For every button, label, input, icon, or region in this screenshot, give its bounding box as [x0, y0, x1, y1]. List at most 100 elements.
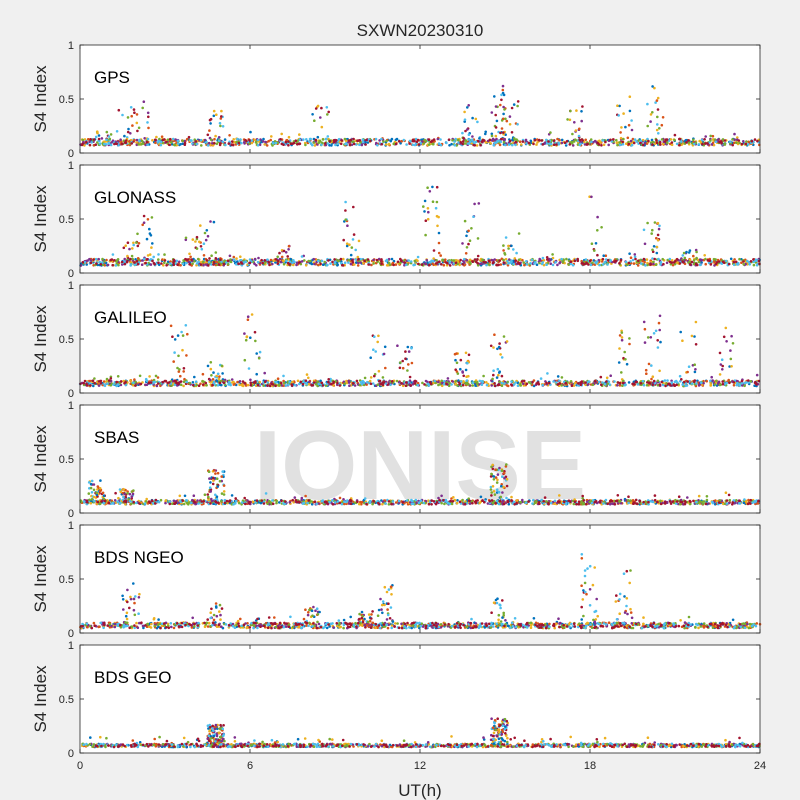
data-point	[568, 118, 572, 122]
data-point	[357, 258, 360, 261]
data-point	[454, 358, 457, 362]
data-point	[313, 262, 316, 266]
data-point	[645, 372, 648, 376]
data-point	[718, 373, 722, 376]
data-point	[397, 140, 401, 143]
data-point	[707, 502, 710, 505]
data-point	[666, 141, 669, 145]
data-point	[260, 258, 263, 262]
data-point	[478, 379, 482, 383]
data-point	[624, 125, 627, 129]
data-point	[347, 261, 350, 264]
data-point	[513, 257, 517, 260]
data-point	[319, 262, 322, 266]
data-point	[687, 139, 690, 142]
data-point	[493, 382, 496, 385]
data-point	[327, 380, 330, 384]
data-point	[624, 358, 627, 361]
data-point	[320, 125, 324, 129]
data-point	[709, 383, 713, 386]
data-point	[88, 257, 91, 261]
data-point	[313, 119, 316, 122]
data-point	[232, 255, 236, 259]
data-point	[115, 130, 119, 133]
data-point	[356, 139, 359, 142]
data-point	[431, 139, 434, 142]
data-point	[294, 384, 297, 387]
data-point	[642, 228, 646, 232]
data-point	[705, 379, 708, 383]
data-point	[218, 142, 222, 145]
data-point	[552, 143, 556, 146]
data-point	[525, 142, 528, 145]
data-point	[473, 202, 476, 206]
data-point	[124, 244, 127, 247]
data-point	[424, 379, 428, 383]
data-point	[725, 381, 728, 385]
data-point	[448, 260, 452, 263]
data-point	[619, 136, 623, 140]
data-point	[492, 143, 496, 147]
data-point	[740, 261, 743, 265]
data-point	[140, 143, 143, 146]
data-point	[568, 143, 572, 146]
data-point	[464, 129, 467, 133]
data-point	[142, 214, 146, 218]
data-point	[656, 221, 660, 225]
data-point	[370, 263, 373, 267]
data-point	[248, 261, 251, 265]
data-point	[120, 260, 124, 264]
data-point	[304, 379, 308, 383]
data-point	[560, 257, 563, 261]
data-point	[249, 378, 252, 382]
data-point	[699, 381, 703, 385]
data-point	[620, 331, 624, 334]
data-point	[657, 257, 660, 261]
data-point	[461, 142, 464, 146]
data-point	[314, 107, 318, 110]
data-point	[629, 256, 633, 260]
data-point	[411, 143, 415, 147]
data-point	[109, 133, 113, 136]
data-point	[236, 260, 239, 263]
data-point	[240, 141, 243, 145]
data-point	[713, 260, 716, 263]
data-point	[154, 141, 157, 145]
data-point	[128, 142, 132, 145]
data-point	[148, 375, 151, 378]
data-point	[272, 259, 275, 263]
data-point	[433, 379, 437, 383]
data-point	[150, 216, 154, 219]
data-point	[132, 241, 135, 245]
data-point	[398, 366, 402, 370]
y-tick-label: 0.5	[59, 334, 74, 346]
data-point	[246, 383, 250, 387]
data-point	[437, 380, 440, 384]
data-point	[392, 259, 396, 263]
data-point	[157, 263, 161, 267]
data-point	[181, 348, 184, 352]
data-point	[265, 144, 269, 147]
data-point	[184, 236, 188, 240]
panel-label: GPS	[94, 68, 130, 87]
data-point	[646, 381, 649, 384]
data-point	[399, 142, 402, 145]
data-point	[728, 365, 731, 368]
data-point	[723, 139, 727, 142]
data-point	[178, 368, 181, 371]
data-point	[684, 384, 687, 388]
data-point	[566, 118, 569, 121]
data-point	[497, 383, 501, 387]
data-point	[165, 140, 168, 144]
data-point	[465, 234, 468, 238]
data-point	[727, 262, 731, 266]
data-point	[471, 260, 475, 264]
data-point	[551, 263, 555, 267]
data-point	[621, 384, 624, 388]
data-point	[149, 381, 153, 384]
data-point	[687, 141, 691, 144]
data-point	[461, 140, 465, 143]
data-point	[680, 378, 683, 381]
data-point	[254, 141, 258, 144]
data-point	[521, 258, 524, 262]
